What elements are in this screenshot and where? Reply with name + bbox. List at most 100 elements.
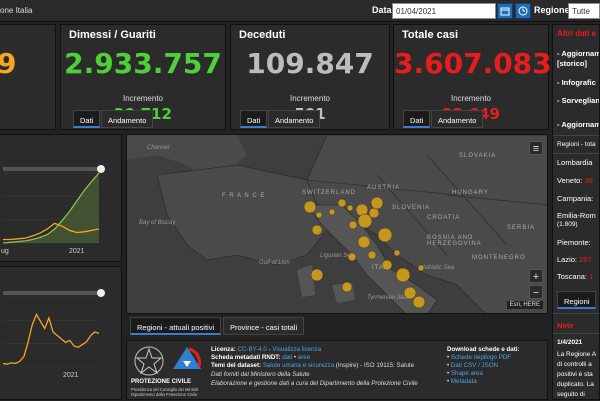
region-row-lombardia[interactable]: Lombardia — [557, 158, 593, 167]
series-line — [3, 222, 100, 241]
card-increment-label: Incremento — [289, 94, 331, 103]
region-select[interactable]: Tutte — [568, 3, 600, 19]
note-line: di controlli a — [557, 361, 592, 368]
region-bubble[interactable] — [417, 264, 425, 272]
download-metadata-link[interactable]: • Metadata — [447, 378, 477, 385]
tab-province-casi-totali[interactable]: Province - casi totali — [223, 317, 305, 335]
region-row-emilia-romagna[interactable]: Emilia-Rom — [557, 211, 596, 220]
map-label-austria: AUSTRIA — [367, 185, 401, 191]
tab-regioni-attuali-positivi[interactable]: Regioni - attuali positivi — [130, 317, 222, 335]
region-row-campania[interactable]: Campania: — [557, 194, 594, 203]
region-bubble[interactable] — [381, 259, 393, 271]
region-bubble[interactable] — [403, 286, 417, 300]
menu-aggiornamenti-2[interactable]: - Aggiornam — [557, 120, 600, 129]
download-shape-link[interactable]: • Shape area — [447, 370, 483, 377]
map[interactable]: Channel F R A N C E SWITZERLAND AUSTRIA … — [126, 134, 548, 314]
map-list-icon[interactable]: ≡ — [529, 141, 543, 155]
map-bubbles — [303, 196, 426, 309]
region-bubble[interactable] — [337, 198, 347, 208]
map-attribution[interactable]: Esri, HERE — [506, 301, 543, 309]
licenza-link[interactable]: CC-BY-4.0 — [237, 346, 267, 353]
region-row-lazio[interactable]: Lazio: 287 — [557, 255, 592, 264]
scheda-dati-link[interactable]: dati — [282, 354, 293, 361]
region-bubble[interactable] — [315, 211, 323, 219]
region-bubble[interactable] — [393, 249, 401, 257]
region-bubble[interactable] — [370, 196, 384, 210]
calendar-icon[interactable] — [497, 3, 513, 19]
visualizza-licenza-link[interactable]: Visualizza licenza — [272, 346, 322, 353]
region-bubble[interactable] — [357, 213, 373, 229]
tab-regioni[interactable]: Regioni — [557, 291, 597, 309]
logo-caption-sub2: Dipartimento della Protezione Civile — [131, 392, 198, 397]
series-line — [2, 172, 100, 244]
download-pdf-link[interactable]: • Schede riepilogo PDF — [447, 354, 512, 361]
tab-dati[interactable]: Dati — [73, 110, 101, 128]
map-label-serbia: SERBIA — [507, 225, 536, 231]
clock-icon[interactable] — [515, 3, 531, 19]
download-header: Download schede e dati: — [447, 346, 520, 353]
top-bar: one Italia Data 01/04/2021 Regione Tutte — [0, 0, 600, 22]
region-bubble[interactable] — [367, 250, 377, 260]
app-title: one Italia — [0, 6, 33, 15]
region-bubble[interactable] — [303, 200, 317, 214]
regioni-totale-title: Regioni - tota — [557, 141, 596, 148]
logo-caption-main: PROTEZIONE CIVILE — [131, 379, 192, 385]
altri-dati-title: Altri dati e — [557, 29, 597, 38]
tick-label: 2021 — [63, 372, 79, 379]
chart-range-bar — [3, 291, 103, 295]
tab-andamento[interactable]: Andamento — [431, 110, 484, 128]
italian-emblem-icon — [134, 346, 164, 376]
menu-storico[interactable]: [storico] — [557, 59, 587, 68]
footer-dati-forniti: Dati forniti dal Ministero della Salute — [211, 371, 310, 378]
region-row-veneto[interactable]: Veneto: 38 — [557, 176, 593, 185]
map-label-slovakia: SLOVAKIA — [459, 153, 497, 159]
zoom-out-button[interactable]: − — [529, 285, 543, 299]
region-bubble[interactable] — [412, 295, 426, 309]
region-bubble[interactable] — [368, 207, 380, 219]
date-input[interactable]: 01/04/2021 — [392, 3, 496, 19]
card-value: 79 — [0, 47, 17, 80]
region-bubble[interactable] — [395, 267, 411, 283]
region-bubble[interactable] — [328, 208, 336, 216]
trend-chart-top-svg: ug 2021 — [1, 165, 105, 255]
protezione-civile-logo-icon — [173, 347, 201, 369]
menu-sorveglianza[interactable]: - Sorveglian — [557, 96, 600, 105]
region-bubble[interactable] — [310, 268, 324, 282]
tab-andamento[interactable]: Andamento — [101, 110, 154, 128]
region-bubble[interactable] — [311, 224, 323, 236]
region-bubble[interactable] — [341, 281, 353, 293]
region-bubble[interactable] — [346, 204, 354, 212]
region-bubble[interactable] — [348, 220, 358, 230]
region-row-toscana[interactable]: Toscana: 1 — [557, 272, 594, 281]
footer: PROTEZIONE CIVILE Presidenza del Consigl… — [126, 340, 548, 400]
scheda-aree-link[interactable]: aree — [297, 354, 311, 361]
tab-dati[interactable]: Dati — [403, 110, 431, 128]
zoom-in-button[interactable]: + — [529, 269, 543, 283]
map-label-switzerland: SWITZERLAND — [302, 190, 357, 196]
region-bubble[interactable] — [347, 252, 357, 262]
map-label-tyrrhenian-sea: Tyrrhenian Sea — [367, 295, 408, 301]
map-label-bay-of-biscay: Bay of Biscay — [139, 220, 176, 226]
download-csv-link[interactable]: • Dati CSV / JSON — [447, 362, 498, 369]
tab-andamento[interactable]: Andamento — [268, 110, 321, 128]
card-increment-label: Incremento — [122, 94, 164, 103]
card-header: Dimessi / Guariti — [69, 29, 156, 41]
note-line: duplicato. La — [557, 381, 594, 388]
temi-link[interactable]: Salute umana e sicurezza — [262, 362, 335, 369]
series-line — [2, 313, 100, 365]
footer-licenza: Licenza: CC-BY-4.0 - Visualizza licenza — [211, 346, 322, 353]
tab-dati[interactable]: Dati — [240, 110, 268, 128]
map-label-slovenia: SLOVENIA — [392, 205, 431, 211]
menu-infografica[interactable]: - Infografic — [557, 78, 596, 87]
region-bubble[interactable] — [357, 235, 371, 249]
series-area — [3, 173, 99, 243]
menu-aggiornamenti[interactable]: - Aggiornam — [557, 49, 600, 58]
trend-chart-bottom-svg: 2021 — [2, 289, 105, 379]
tick-label: 2021 — [69, 248, 85, 255]
region-bubble[interactable] — [377, 227, 393, 243]
region-label: Regione — [534, 5, 570, 15]
range-handle[interactable] — [97, 165, 105, 173]
range-handle[interactable] — [97, 289, 105, 297]
region-row-piemonte[interactable]: Piemonte: — [557, 238, 591, 247]
note-line: positivi è sta — [557, 371, 593, 378]
